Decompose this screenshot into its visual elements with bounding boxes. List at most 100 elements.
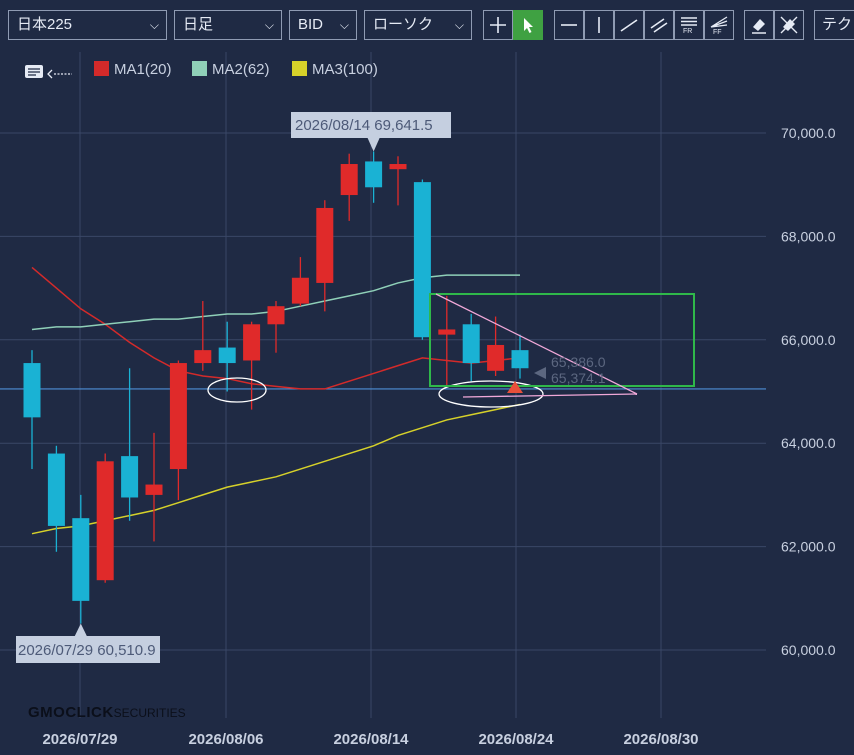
trendline-drawing[interactable]	[435, 293, 638, 395]
high-annotation-text: 2026/08/14 69,641.5	[295, 117, 433, 134]
svg-text:FF: FF	[713, 29, 722, 35]
price-side-select-value: BID	[298, 16, 324, 33]
legend-ma1[interactable]: MA1(20)	[94, 61, 172, 78]
ma1-line	[31, 266, 521, 390]
legend-ma3[interactable]: MA3(100)	[292, 61, 378, 78]
low-annotation-text: 2026/07/29 60,510.9	[18, 642, 156, 659]
candle-body	[145, 484, 163, 495]
candle-body	[23, 363, 41, 418]
candle[interactable]	[438, 295, 456, 387]
candle-body	[511, 350, 529, 369]
candle[interactable]	[291, 257, 309, 307]
candle-body	[438, 329, 456, 335]
period-select[interactable]: 日足 ⌵	[174, 10, 282, 40]
candle-body	[47, 453, 65, 526]
price-side-select[interactable]: BID ⌵	[289, 10, 357, 40]
rectangle-drawing[interactable]	[429, 293, 695, 387]
candle-body	[169, 363, 187, 470]
candle-body	[243, 324, 261, 361]
channel-icon	[650, 18, 668, 33]
user-drawings[interactable]	[207, 293, 695, 408]
channel-tool-button[interactable]	[644, 10, 674, 40]
trendline-drawing[interactable]	[462, 393, 638, 398]
legend-toggle-icon[interactable]	[22, 60, 74, 82]
candle-body	[291, 277, 309, 304]
candle-body	[413, 182, 431, 338]
symbol-select[interactable]: 日本225 ⌵	[8, 10, 167, 40]
candle[interactable]	[96, 453, 114, 583]
candle[interactable]	[316, 200, 334, 312]
candle-body	[316, 207, 334, 283]
eraser-icon	[752, 19, 766, 34]
candle-body	[72, 518, 90, 601]
grid	[0, 52, 766, 718]
candle[interactable]	[121, 368, 139, 521]
candle[interactable]	[243, 321, 261, 410]
candle[interactable]	[413, 179, 431, 340]
candle[interactable]	[267, 301, 285, 353]
candle[interactable]	[194, 301, 212, 371]
candles	[23, 151, 529, 624]
candle[interactable]	[511, 334, 529, 379]
pointer-tool-button[interactable]	[513, 10, 543, 40]
candle-body	[194, 350, 212, 364]
trendline-icon	[620, 19, 638, 32]
chart-style-select-value: ローソク	[373, 16, 434, 33]
candle[interactable]	[340, 153, 358, 221]
candle-body	[462, 324, 480, 364]
period-select-value: 日足	[183, 16, 214, 33]
x-tick-label: 2026/07/29	[42, 731, 117, 748]
candle[interactable]	[145, 432, 163, 542]
candle[interactable]	[487, 316, 505, 376]
vline-icon	[598, 17, 600, 33]
chevron-down-icon: ⌵	[264, 18, 274, 32]
ma2-label: MA2(62)	[212, 61, 270, 78]
crosshair-tool-button[interactable]	[483, 10, 513, 40]
toolbar: 日本225 ⌵ 日足 ⌵ BID ⌵ ローソク ⌵ FR FF テク	[0, 0, 854, 52]
candle[interactable]	[365, 151, 383, 203]
candle[interactable]	[23, 350, 41, 470]
candle-body	[340, 164, 358, 196]
technical-menu-label: テク	[822, 16, 853, 33]
y-tick-label: 68,000.0	[781, 228, 836, 244]
ma1-swatch	[94, 61, 109, 76]
y-axis: 60,000.0 62,000.0 64,000.0 66,000.0 68,000.0…	[781, 125, 836, 658]
hline-tool-button[interactable]	[554, 10, 584, 40]
y-tick-label: 60,000.0	[781, 642, 836, 658]
brand-suffix: SECURITIES	[113, 706, 186, 720]
candle-body	[267, 306, 285, 325]
ma2-swatch	[192, 61, 207, 76]
svg-text:FR: FR	[683, 28, 692, 35]
candle[interactable]	[389, 156, 407, 206]
x-tick-label: 2026/08/14	[333, 731, 409, 748]
fibonacci-retracement-icon: FR	[681, 17, 697, 35]
x-tick-label: 2026/08/24	[478, 731, 554, 748]
price-tag-2: 65,374.1	[551, 370, 606, 386]
eraser-all-button[interactable]	[774, 10, 804, 40]
candle-body	[121, 456, 139, 498]
candle[interactable]	[47, 445, 65, 552]
technical-menu-button[interactable]: テク	[814, 10, 854, 40]
fibonacci-retracement-button[interactable]: FR	[674, 10, 704, 40]
y-tick-label: 64,000.0	[781, 435, 836, 451]
eraser-button[interactable]	[744, 10, 774, 40]
chevron-down-icon: ⌵	[149, 18, 159, 32]
y-tick-label: 66,000.0	[781, 332, 836, 348]
x-tick-label: 2026/08/06	[188, 731, 263, 748]
candle[interactable]	[169, 360, 187, 501]
legend-ma2[interactable]: MA2(62)	[192, 61, 270, 78]
vline-tool-button[interactable]	[584, 10, 614, 40]
ellipse-drawing[interactable]	[438, 380, 544, 408]
ma3-label: MA3(100)	[312, 61, 378, 78]
ellipse-drawing[interactable]	[207, 377, 267, 403]
candle[interactable]	[72, 494, 90, 624]
fibonacci-fan-button[interactable]: FF	[704, 10, 734, 40]
candle[interactable]	[462, 313, 480, 382]
trendline-tool-button[interactable]	[614, 10, 644, 40]
y-tick-label: 62,000.0	[781, 539, 836, 555]
chart-style-select[interactable]: ローソク ⌵	[364, 10, 472, 40]
candle[interactable]	[218, 321, 236, 392]
candle-body	[96, 461, 114, 581]
brand-logo: GMOCLICKSECURITIES	[28, 704, 186, 721]
